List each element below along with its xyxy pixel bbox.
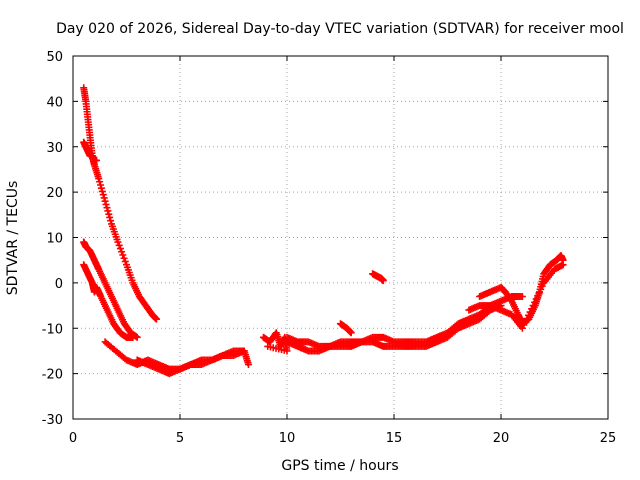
series-track	[283, 302, 505, 355]
y-tick-label: 20	[46, 186, 63, 201]
series-track	[476, 252, 567, 328]
series-track	[80, 238, 141, 341]
data-point	[532, 295, 540, 303]
series-track	[133, 347, 248, 378]
data-point	[523, 315, 531, 323]
series-track	[369, 270, 387, 285]
series-track	[465, 261, 567, 332]
series-track	[80, 84, 160, 323]
data-point	[518, 292, 526, 300]
data-point	[102, 200, 110, 208]
data-point	[107, 217, 115, 225]
data-point	[379, 277, 387, 285]
data-point	[118, 248, 126, 256]
data-points	[80, 84, 567, 378]
data-point	[103, 204, 111, 212]
y-axis-label: SDTVAR / TECUs	[5, 181, 21, 296]
y-tick-label: 40	[46, 95, 63, 110]
data-point	[152, 315, 160, 323]
data-point	[97, 184, 105, 192]
y-tick-label: 30	[46, 141, 63, 156]
data-point	[526, 308, 534, 316]
data-point	[116, 245, 124, 253]
data-point	[520, 321, 528, 329]
data-point	[99, 191, 107, 199]
data-point	[534, 292, 542, 300]
data-point	[93, 156, 101, 164]
series-track	[80, 138, 101, 164]
data-point	[518, 324, 526, 332]
data-point	[101, 197, 109, 205]
tick-labels: 0 5 10 15 20 25 -30 -20 -10 0 10 20 30 40 50	[42, 50, 617, 446]
data-point	[114, 238, 122, 246]
data-point	[96, 178, 104, 186]
data-point	[129, 333, 137, 341]
y-tick-label: 10	[46, 232, 63, 247]
data-point	[537, 285, 545, 293]
series-track	[259, 329, 291, 355]
data-point	[240, 347, 248, 355]
data-point	[98, 187, 106, 195]
series-track	[337, 320, 355, 337]
x-tick-label: 10	[279, 431, 296, 446]
x-tick-label: 0	[69, 431, 77, 446]
data-point	[525, 311, 533, 319]
data-point	[97, 181, 105, 189]
series-track	[80, 261, 137, 341]
y-tick-label: -20	[42, 368, 63, 383]
data-point	[528, 305, 536, 313]
data-point	[100, 194, 108, 202]
data-point	[538, 282, 546, 290]
data-point	[535, 289, 543, 297]
y-tick-label: -30	[42, 413, 63, 428]
series-track	[283, 292, 526, 350]
x-tick-label: 25	[600, 431, 617, 446]
data-point	[106, 213, 114, 221]
chart-title: Day 020 of 2026, Sidereal Day-to-day VTE…	[56, 21, 624, 37]
data-point	[531, 298, 539, 306]
data-point	[95, 175, 103, 183]
data-point	[119, 251, 127, 259]
data-point	[104, 207, 112, 215]
data-point	[120, 254, 128, 262]
y-tick-label: -10	[42, 322, 63, 337]
y-tick-label: 50	[46, 50, 63, 65]
data-point	[244, 361, 252, 369]
x-tick-label: 15	[386, 431, 403, 446]
data-point	[264, 342, 272, 350]
data-point	[559, 261, 567, 269]
data-point	[121, 257, 129, 265]
y-tick-label: 0	[55, 277, 63, 292]
data-point	[115, 241, 123, 249]
x-tick-label: 20	[493, 431, 510, 446]
data-point	[105, 210, 113, 218]
data-point	[521, 318, 529, 326]
data-point	[529, 302, 537, 310]
data-point	[347, 329, 355, 337]
x-axis-label: GPS time / hours	[281, 458, 398, 474]
x-tick-label: 5	[176, 431, 184, 446]
plot-frame	[72, 55, 609, 420]
